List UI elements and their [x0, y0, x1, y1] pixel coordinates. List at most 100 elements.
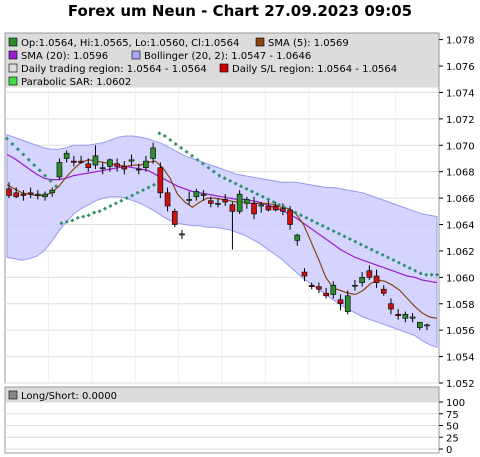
candle-body-bull [215, 203, 221, 205]
candle [402, 311, 409, 323]
candle [388, 298, 394, 315]
candle [193, 188, 200, 201]
candle [330, 281, 337, 299]
sar-point [5, 136, 9, 141]
y-tick-label: 1.058 [446, 300, 475, 311]
candle-body-bull [236, 193, 243, 212]
candle [186, 191, 192, 205]
candle-body-bull [143, 160, 149, 169]
candle [56, 158, 63, 180]
sar-point [396, 260, 401, 265]
sar-point [380, 252, 385, 257]
sar-point [75, 215, 80, 220]
y-tick-label: 1.064 [446, 221, 475, 232]
price-axis: 1.078 1.076 1.074 1.072 1.070 1.068 1.066 1.064… [439, 36, 475, 390]
y-tick-label: 1.078 [446, 36, 475, 47]
candle-body-bear [366, 270, 373, 278]
sar-point [228, 178, 233, 183]
candle-body-bull [107, 159, 113, 167]
sar-point [195, 157, 200, 162]
sar-point [86, 213, 91, 218]
sar-point [244, 186, 249, 191]
candle-body-bear [373, 275, 380, 283]
candle [200, 190, 207, 201]
sar-point [179, 145, 184, 150]
candle-body-bear [388, 303, 394, 310]
candle [42, 191, 48, 201]
sar-point [277, 202, 282, 207]
candle [229, 202, 236, 250]
candle [222, 194, 229, 207]
candle-body-bear [20, 193, 27, 196]
candle [272, 202, 279, 212]
candle [251, 196, 257, 220]
sar-point [233, 181, 238, 186]
sar-point [92, 210, 97, 215]
y-tick-label: 100 [446, 398, 465, 409]
sar-point [255, 192, 260, 197]
sar-point [266, 197, 271, 202]
legend-sl-region-swatch [219, 63, 229, 73]
candle [13, 187, 20, 199]
legend-sma20: SMA (20): 1.0596 [21, 51, 108, 62]
sar-point [217, 173, 222, 178]
candle [424, 323, 430, 331]
candle-body-bear [380, 288, 387, 294]
candle [287, 206, 293, 230]
candle-body-bull [49, 189, 56, 194]
sar-point [293, 210, 298, 215]
candle-body-bear [316, 286, 322, 290]
y-tick-label: 1.056 [446, 326, 475, 337]
candle-body-bear [308, 284, 315, 287]
sar-point [375, 250, 380, 255]
candle-body-bull [416, 321, 423, 328]
y-tick-label: 1.070 [446, 141, 475, 152]
candle [6, 182, 12, 199]
sar-point [424, 272, 429, 277]
sar-point [364, 244, 369, 249]
candle [236, 190, 243, 214]
sar-point [53, 184, 58, 189]
candle [99, 162, 106, 175]
bollinger-area [6, 133, 438, 349]
candle-body-bear [337, 299, 344, 305]
candle-body-bull [186, 199, 192, 201]
candle [179, 229, 185, 240]
sar-point [331, 229, 336, 234]
candle-body-bear [207, 200, 214, 204]
sar-point [173, 141, 178, 146]
sma5-line [6, 159, 438, 319]
sar-point [320, 223, 325, 228]
candle-body-bull [200, 193, 207, 196]
candle-body-bull [344, 295, 351, 312]
sar-point [206, 165, 211, 170]
candle [409, 313, 416, 323]
candle-body-bear [27, 192, 34, 195]
legend-ohlc: Op:1.0564, Hi:1.0565, Lo:1.0560, Cl:1.05… [21, 38, 239, 49]
sar-point [418, 271, 423, 276]
candle-body-bull [359, 277, 365, 283]
sar-point [304, 215, 309, 220]
legend-bollinger: Bollinger (20, 2): 1.0547 - 1.0646 [144, 51, 311, 62]
sar-point [151, 182, 156, 187]
candle-body-bear [287, 209, 293, 225]
candle [71, 155, 77, 167]
candle-body-bull [352, 284, 358, 287]
candle [78, 155, 84, 164]
candle [337, 294, 344, 311]
sar-point [358, 242, 363, 247]
candlestick-series [6, 142, 430, 331]
y-tick-label: 1.072 [446, 115, 475, 126]
candle-body-bear [78, 160, 84, 163]
sar-point [353, 239, 358, 244]
candle-body-bear [71, 160, 77, 163]
sar-point [81, 214, 86, 219]
candle-body-bull [63, 152, 70, 159]
sar-point [271, 200, 276, 205]
candle [373, 269, 380, 288]
candle-body-bear [85, 163, 92, 169]
candle-body-bull [35, 193, 41, 196]
bollinger-band [6, 133, 438, 349]
long-short-legend-background [5, 387, 439, 403]
